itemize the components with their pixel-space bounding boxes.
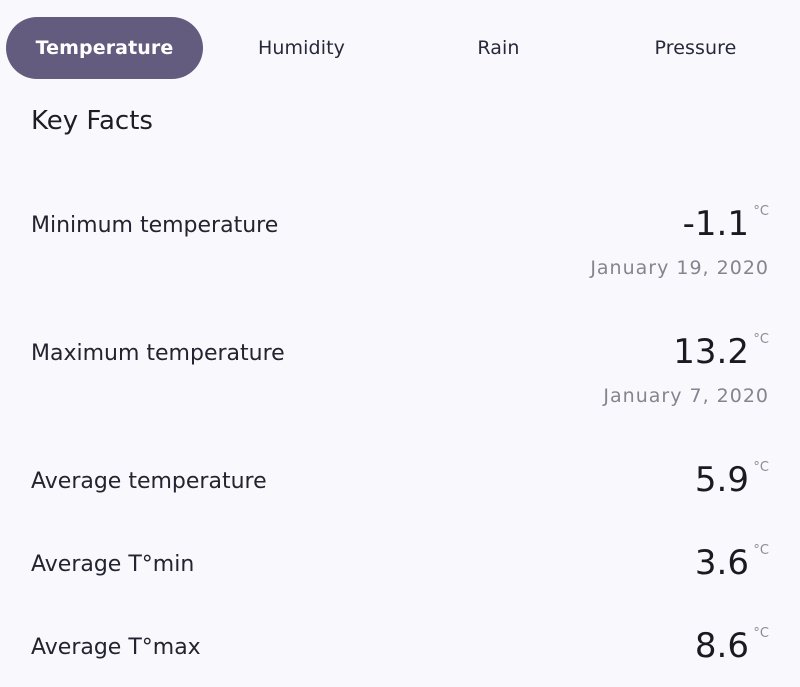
tab-rain[interactable]: Rain (477, 37, 520, 59)
fact-unit: °C (753, 626, 769, 641)
fact-value: 3.6 (694, 543, 749, 583)
fact-label: Average T°max (31, 635, 201, 660)
fact-average-temperature: Average temperature 5.9 °C (31, 456, 769, 506)
tab-pressure[interactable]: Pressure (654, 37, 737, 59)
fact-value: -1.1 (682, 204, 749, 244)
fact-minimum-temperature: Minimum temperature -1.1 °C January 19, … (31, 200, 769, 290)
fact-label: Maximum temperature (31, 341, 285, 366)
fact-unit: °C (753, 204, 769, 219)
fact-date: January 7, 2020 (603, 385, 769, 407)
fact-value: 8.6 (694, 626, 749, 666)
fact-unit: °C (753, 332, 769, 347)
fact-unit: °C (753, 460, 769, 475)
fact-label: Minimum temperature (31, 213, 279, 238)
fact-date: January 19, 2020 (590, 257, 769, 279)
tab-temperature[interactable]: Temperature (6, 17, 203, 79)
section-title: Key Facts (31, 106, 153, 136)
fact-average-tmin: Average T°min 3.6 °C (31, 539, 769, 589)
fact-value: 5.9 (694, 460, 749, 500)
metric-tabs: Temperature Humidity Rain Pressure (6, 17, 794, 79)
tab-humidity[interactable]: Humidity (258, 37, 345, 59)
fact-average-tmax: Average T°max 8.6 °C (31, 622, 769, 672)
fact-value: 13.2 (673, 332, 749, 372)
fact-label: Average temperature (31, 469, 267, 494)
fact-unit: °C (753, 543, 769, 558)
fact-label: Average T°min (31, 552, 195, 577)
fact-maximum-temperature: Maximum temperature 13.2 °C January 7, 2… (31, 328, 769, 418)
